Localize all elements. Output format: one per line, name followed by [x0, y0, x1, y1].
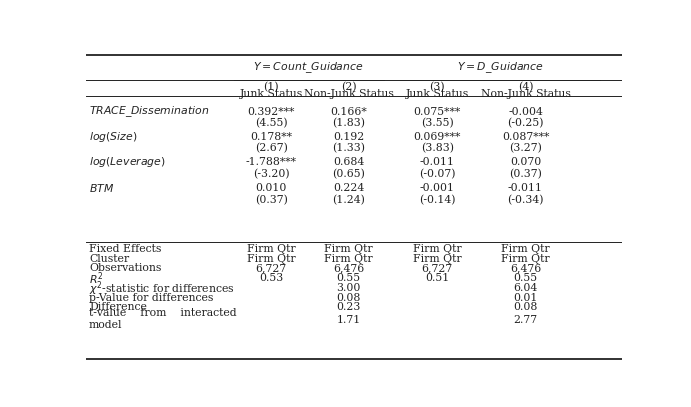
Text: model: model: [89, 319, 122, 330]
Text: (1): (1): [263, 82, 279, 92]
Text: (4.55): (4.55): [255, 118, 287, 129]
Text: Firm Qtr: Firm Qtr: [501, 245, 550, 254]
Text: p-Value for differences: p-Value for differences: [89, 293, 214, 303]
Text: -0.011: -0.011: [508, 183, 543, 193]
Text: Non-Junk Status: Non-Junk Status: [304, 89, 394, 99]
Text: $\chi^2$-statistic for differences: $\chi^2$-statistic for differences: [89, 279, 235, 298]
Text: (3.83): (3.83): [421, 143, 454, 154]
Text: 0.069***: 0.069***: [413, 131, 461, 142]
Text: 0.166*: 0.166*: [330, 107, 367, 116]
Text: (1.24): (1.24): [332, 195, 366, 206]
Text: 3.00: 3.00: [337, 283, 361, 293]
Text: (0.65): (0.65): [332, 169, 366, 179]
Text: $log(Leverage)$: $log(Leverage)$: [89, 155, 166, 169]
Text: 1.71: 1.71: [337, 315, 361, 325]
Text: $BTM$: $BTM$: [89, 182, 114, 194]
Text: 0.684: 0.684: [333, 157, 364, 167]
Text: (2.67): (2.67): [255, 143, 287, 154]
Text: (3.55): (3.55): [421, 118, 453, 129]
Text: Junk Status: Junk Status: [406, 89, 468, 99]
Text: (3.27): (3.27): [509, 143, 542, 154]
Text: $Y=D\_Guidance$: $Y=D\_Guidance$: [457, 60, 543, 75]
Text: t-value    from    interacted: t-value from interacted: [89, 308, 237, 318]
Text: Firm Qtr: Firm Qtr: [413, 254, 462, 264]
Text: (1.83): (1.83): [332, 118, 366, 129]
Text: 0.070: 0.070: [510, 157, 541, 167]
Text: 0.087***: 0.087***: [502, 131, 549, 142]
Text: (3): (3): [429, 82, 445, 92]
Text: 6,476: 6,476: [510, 263, 541, 273]
Text: 0.178**: 0.178**: [250, 131, 292, 142]
Text: (-0.25): (-0.25): [507, 118, 544, 129]
Text: 0.01: 0.01: [513, 293, 538, 303]
Text: (-0.14): (-0.14): [419, 195, 455, 206]
Text: (-0.07): (-0.07): [419, 169, 455, 179]
Text: (0.37): (0.37): [255, 195, 287, 206]
Text: Observations: Observations: [89, 263, 162, 273]
Text: Firm Qtr: Firm Qtr: [413, 245, 462, 254]
Text: Firm Qtr: Firm Qtr: [247, 245, 296, 254]
Text: (2): (2): [341, 82, 357, 92]
Text: 0.08: 0.08: [337, 293, 361, 303]
Text: 6,476: 6,476: [333, 263, 364, 273]
Text: Non-Junk Status: Non-Junk Status: [480, 89, 571, 99]
Text: (-0.34): (-0.34): [507, 195, 544, 206]
Text: (1.33): (1.33): [332, 143, 366, 154]
Text: $log(Size)$: $log(Size)$: [89, 129, 138, 144]
Text: -0.011: -0.011: [419, 157, 455, 167]
Text: 6,727: 6,727: [256, 263, 287, 273]
Text: 0.08: 0.08: [513, 302, 538, 312]
Text: 0.53: 0.53: [259, 273, 283, 283]
Text: Cluster: Cluster: [89, 254, 129, 264]
Text: 0.192: 0.192: [333, 131, 364, 142]
Text: 0.55: 0.55: [513, 273, 538, 283]
Text: $TRACE\_Dissemination$: $TRACE\_Dissemination$: [89, 104, 209, 119]
Text: Firm Qtr: Firm Qtr: [325, 254, 373, 264]
Text: Firm Qtr: Firm Qtr: [325, 245, 373, 254]
Text: Fixed Effects: Fixed Effects: [89, 245, 162, 254]
Text: 0.392***: 0.392***: [247, 107, 295, 116]
Text: Junk Status: Junk Status: [240, 89, 303, 99]
Text: 0.010: 0.010: [256, 183, 287, 193]
Text: Firm Qtr: Firm Qtr: [501, 254, 550, 264]
Text: 0.55: 0.55: [337, 273, 361, 283]
Text: Difference: Difference: [89, 302, 147, 312]
Text: -1.788***: -1.788***: [245, 157, 296, 167]
Text: 0.224: 0.224: [333, 183, 364, 193]
Text: (4): (4): [518, 82, 533, 92]
Text: 6.04: 6.04: [513, 283, 538, 293]
Text: $R^2$: $R^2$: [89, 270, 104, 287]
Text: (-3.20): (-3.20): [253, 169, 290, 179]
Text: -0.004: -0.004: [508, 107, 543, 116]
Text: 0.51: 0.51: [425, 273, 449, 283]
Text: 0.23: 0.23: [337, 302, 361, 312]
Text: (0.37): (0.37): [509, 169, 542, 179]
Text: 6,727: 6,727: [422, 263, 453, 273]
Text: -0.001: -0.001: [419, 183, 455, 193]
Text: 0.075***: 0.075***: [413, 107, 461, 116]
Text: $Y=Count\_Guidance$: $Y=Count\_Guidance$: [254, 60, 364, 75]
Text: 2.77: 2.77: [513, 315, 538, 325]
Text: Firm Qtr: Firm Qtr: [247, 254, 296, 264]
